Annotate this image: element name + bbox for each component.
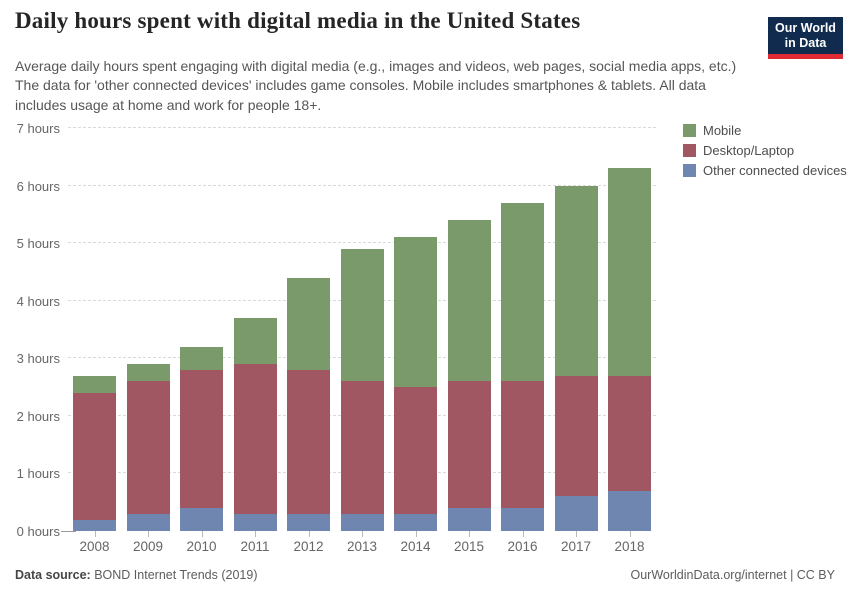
gridline: 6 hours <box>17 179 656 194</box>
legend-label: Desktop/Laptop <box>703 143 795 158</box>
data-source-label: Data source: <box>15 568 91 582</box>
bar-segment-mobile[interactable] <box>126 364 170 382</box>
bar-2014[interactable] <box>394 128 437 537</box>
bar-segment-mobile[interactable] <box>447 220 491 382</box>
owid-logo-line1: Our World <box>775 21 836 35</box>
owid-logo-line2: in Data <box>784 36 827 50</box>
bar-segment-mobile[interactable] <box>180 346 223 370</box>
legend-swatch-icon <box>683 124 696 137</box>
bar-segment-desktop-laptop[interactable] <box>447 381 491 508</box>
bar-segment-mobile[interactable] <box>340 248 384 382</box>
bar-segment-other-connected-devices[interactable] <box>287 513 330 531</box>
bar-2010[interactable] <box>180 128 223 537</box>
y-axis-label: 6 hours <box>16 178 60 194</box>
legend-label: Other connected devices <box>703 163 847 178</box>
bar-segment-desktop-laptop[interactable] <box>233 364 277 514</box>
bar-segment-desktop-laptop[interactable] <box>501 381 544 508</box>
bar-segment-other-connected-devices[interactable] <box>501 507 544 531</box>
bar-segment-other-connected-devices[interactable] <box>126 513 170 531</box>
y-axis-label: 5 hours <box>16 236 60 252</box>
legend-item-desktop-laptop: Desktop/Laptop <box>683 143 847 158</box>
x-axis-label-2011: 2011 <box>240 539 270 554</box>
legend-item-mobile: Mobile <box>683 123 847 138</box>
gridline: 5 hours <box>17 236 656 251</box>
x-axis-label-2008: 2008 <box>79 539 110 554</box>
x-axis-label-2014: 2014 <box>400 539 431 554</box>
x-axis-label-2016: 2016 <box>507 539 538 554</box>
bar-segment-other-connected-devices[interactable] <box>233 513 277 531</box>
y-axis-label: 2 hours <box>16 408 60 424</box>
bar-2017[interactable] <box>554 128 598 537</box>
bar-segment-mobile[interactable] <box>608 168 651 376</box>
chart-title: Daily hours spent with digital media in … <box>15 8 581 33</box>
y-axis-label: 0 hours <box>16 524 60 539</box>
data-source: Data source: BOND Internet Trends (2019) <box>15 568 258 582</box>
bar-segment-mobile[interactable] <box>287 277 330 370</box>
bar-segment-desktop-laptop[interactable] <box>180 369 223 508</box>
bar-2008[interactable] <box>73 128 116 537</box>
bar-2013[interactable] <box>340 128 384 537</box>
x-axis-label-2018: 2018 <box>614 539 645 554</box>
bar-segment-other-connected-devices[interactable] <box>447 507 491 531</box>
x-axis-label-2009: 2009 <box>132 539 164 554</box>
bar-segment-mobile[interactable] <box>73 375 116 393</box>
bars <box>68 128 656 537</box>
bar-segment-desktop-laptop[interactable] <box>608 375 651 491</box>
data-source-value: BOND Internet Trends (2019) <box>94 568 258 582</box>
bar-segment-desktop-laptop[interactable] <box>73 392 116 520</box>
bar-segment-other-connected-devices[interactable] <box>340 513 384 531</box>
x-axis-label-2010: 2010 <box>186 539 217 554</box>
y-axis-label: 1 hours <box>16 466 60 482</box>
bar-segment-other-connected-devices[interactable] <box>73 519 116 531</box>
bar-segment-other-connected-devices[interactable] <box>180 507 223 531</box>
bar-segment-other-connected-devices[interactable] <box>608 490 651 531</box>
bar-segment-mobile[interactable] <box>501 202 544 382</box>
bar-2009[interactable] <box>126 128 170 537</box>
legend-swatch-icon <box>683 144 696 157</box>
y-axis-label: 4 hours <box>16 293 60 309</box>
owid-logo: Our World in Data <box>768 17 843 59</box>
y-axis-label: 3 hours <box>16 351 60 367</box>
bar-2012[interactable] <box>287 128 330 537</box>
x-axis-label-2012: 2012 <box>293 539 324 554</box>
legend-label: Mobile <box>703 123 742 138</box>
gridline: 7 hours <box>17 121 656 136</box>
x-axis-label-2015: 2015 <box>453 539 485 554</box>
x-axis-label-2017: 2017 <box>560 539 592 554</box>
bar-segment-desktop-laptop[interactable] <box>126 381 170 514</box>
plot-area: 0 hours 1 hours 2 hours 3 hours 4 hours 5 hou… <box>17 121 656 539</box>
bar-2018[interactable] <box>608 128 651 537</box>
x-axis-label-2013: 2013 <box>346 539 378 554</box>
x-axis-labels: 2008 2009 2010 2011 2012 2013 2014 2015 2016 2017… <box>68 539 656 554</box>
chart-subtitle: Average daily hours spent engaging with … <box>15 58 737 113</box>
bar-2011[interactable] <box>233 128 277 537</box>
bar-segment-mobile[interactable] <box>394 237 437 388</box>
bar-2016[interactable] <box>501 128 544 537</box>
bar-segment-desktop-laptop[interactable] <box>340 381 384 514</box>
bar-2015[interactable] <box>447 128 491 537</box>
y-axis-label: 7 hours <box>16 121 60 136</box>
bar-segment-mobile[interactable] <box>233 318 277 365</box>
legend-swatch-icon <box>683 164 696 177</box>
bar-segment-other-connected-devices[interactable] <box>394 513 437 531</box>
bar-segment-desktop-laptop[interactable] <box>394 387 437 514</box>
bar-segment-desktop-laptop[interactable] <box>287 369 330 514</box>
chart-footer: Data source: BOND Internet Trends (2019)… <box>15 568 835 582</box>
bar-segment-mobile[interactable] <box>554 185 598 376</box>
credit-link[interactable]: OurWorldinData.org/internet | CC BY <box>630 568 836 582</box>
bar-segment-desktop-laptop[interactable] <box>554 375 598 497</box>
legend: Mobile Desktop/Laptop Other connected devi… <box>683 123 847 183</box>
legend-item-other-connected-devices: Other connected devices <box>683 163 847 178</box>
bar-segment-other-connected-devices[interactable] <box>554 496 598 531</box>
